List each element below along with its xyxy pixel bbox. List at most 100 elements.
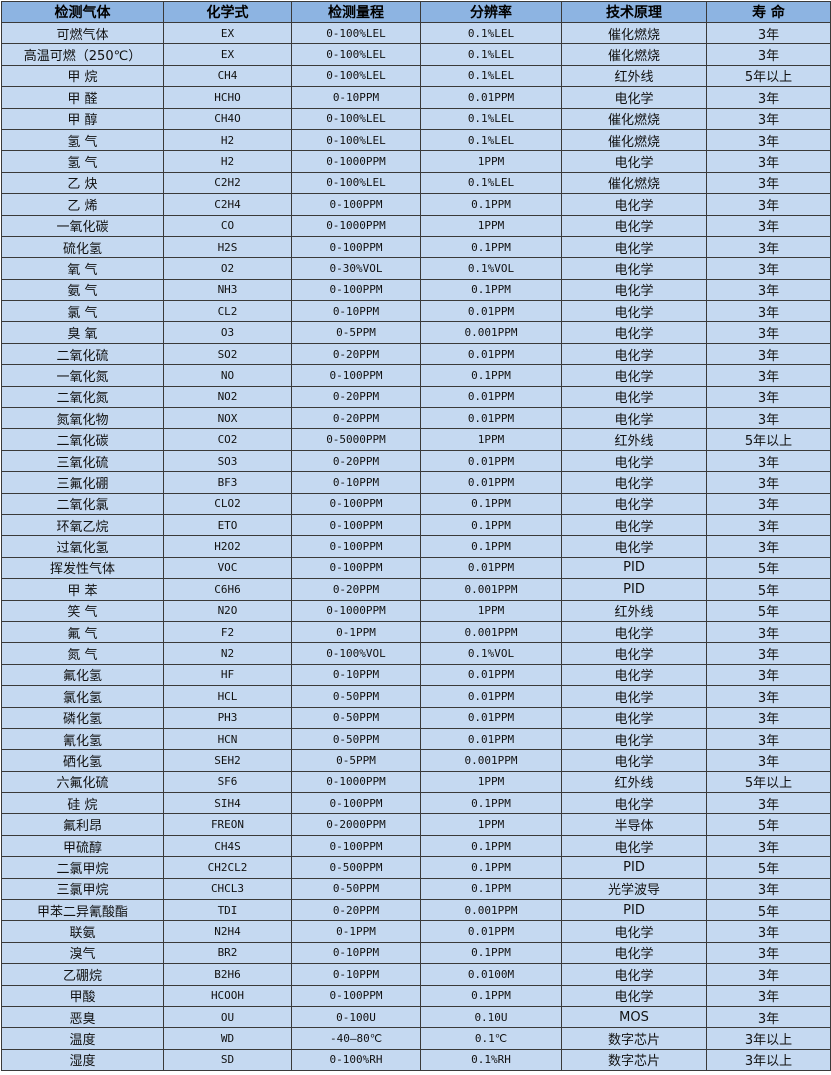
gas-name-cell: 氯 气 [1, 300, 164, 323]
resolution-cell: 0.01PPM [420, 342, 562, 366]
formula-cell: NO2 [163, 385, 292, 409]
formula-cell: CHCL3 [163, 877, 292, 901]
formula-cell: SIH4 [163, 792, 292, 815]
table-row: 氢 气 H2 0-100%LEL 0.1%LEL 催化燃烧 3年 [1, 128, 831, 152]
gas-name-cell: 氯化氢 [1, 685, 164, 708]
formula-cell: SO2 [163, 342, 292, 366]
table-row: 环氧乙烷 ETO 0-100PPM 0.1PPM 电化学 3年 [1, 513, 831, 537]
formula-cell: H2 [163, 150, 292, 173]
resolution-cell: 0.1PPM [420, 278, 562, 302]
gas-name-cell: 恶臭 [1, 1005, 164, 1029]
table-row: 过氧化氢 H2O2 0-100PPM 0.1PPM 电化学 3年 [1, 535, 831, 558]
table-row: 甲 烷 CH4 0-100%LEL 0.1%LEL 红外线 5年以上 [1, 64, 831, 88]
formula-cell: SO3 [163, 449, 292, 473]
table-row: 高温可燃（250℃） EX 0-100%LEL 0.1%LEL 催化燃烧 3年 [1, 43, 831, 66]
lifespan-cell: 3年 [706, 235, 831, 259]
table-row: 甲 苯 C6H6 0-20PPM 0.001PPM PID 5年 [1, 578, 831, 601]
principle-cell: 电化学 [561, 706, 707, 729]
gas-name-cell: 硫化氢 [1, 235, 164, 259]
gas-name-cell: 氰化氢 [1, 727, 164, 751]
range-cell: 0-100PPM [291, 984, 421, 1007]
range-cell: 0-50PPM [291, 685, 421, 708]
resolution-cell: 1PPM [420, 599, 562, 622]
formula-cell: CH2CL2 [163, 856, 292, 879]
principle-cell: 电化学 [561, 513, 707, 537]
resolution-cell: 0.1PPM [420, 941, 562, 965]
principle-cell: 电化学 [561, 492, 707, 515]
principle-cell: 电化学 [561, 963, 707, 986]
formula-cell: CH4O [163, 107, 292, 130]
lifespan-cell: 5年 [706, 813, 831, 836]
resolution-cell: 0.1%LEL [420, 107, 562, 130]
principle-cell: 光学波导 [561, 877, 707, 901]
range-cell: 0-5PPM [291, 321, 421, 344]
table-row: 可燃气体 EX 0-100%LEL 0.1%LEL 催化燃烧 3年 [1, 21, 831, 45]
lifespan-cell: 3年 [706, 749, 831, 772]
lifespan-cell: 3年 [706, 706, 831, 729]
formula-cell: HCHO [163, 86, 292, 109]
table-row: 挥发性气体 VOC 0-100PPM 0.01PPM PID 5年 [1, 556, 831, 580]
formula-cell: H2O2 [163, 535, 292, 558]
table-row: 温度 WD -40—80℃ 0.1℃ 数字芯片 3年以上 [1, 1027, 831, 1050]
principle-cell: 红外线 [561, 599, 707, 622]
principle-cell: PID [561, 578, 707, 601]
lifespan-cell: 3年 [706, 642, 831, 665]
gas-name-cell: 二氧化氯 [1, 492, 164, 515]
range-cell: 0-1000PPM [291, 599, 421, 622]
range-cell: 0-2000PPM [291, 813, 421, 836]
gas-name-cell: 可燃气体 [1, 21, 164, 45]
table-row: 硫化氢 H2S 0-100PPM 0.1PPM 电化学 3年 [1, 235, 831, 259]
range-cell: 0-10PPM [291, 963, 421, 986]
principle-cell: 数字芯片 [561, 1048, 707, 1072]
gas-name-cell: 乙 炔 [1, 171, 164, 195]
range-cell: 0-20PPM [291, 899, 421, 922]
lifespan-cell: 5年以上 [706, 64, 831, 88]
table-row: 硅 烷 SIH4 0-100PPM 0.1PPM 电化学 3年 [1, 792, 831, 815]
principle-cell: 电化学 [561, 663, 707, 687]
table-row: 二氯甲烷 CH2CL2 0-500PPM 0.1PPM PID 5年 [1, 856, 831, 879]
resolution-cell: 1PPM [420, 428, 562, 451]
gas-name-cell: 三氯甲烷 [1, 877, 164, 901]
range-cell: 0-100PPM [291, 492, 421, 515]
formula-cell: EX [163, 21, 292, 45]
gas-name-cell: 三氟化硼 [1, 471, 164, 494]
principle-cell: 电化学 [561, 86, 707, 109]
table-row: 氟利昂 FREON 0-2000PPM 1PPM 半导体 5年 [1, 813, 831, 836]
range-cell: 0-100%LEL [291, 128, 421, 152]
table-row: 笑 气 N2O 0-1000PPM 1PPM 红外线 5年 [1, 599, 831, 622]
range-cell: 0-5000PPM [291, 428, 421, 451]
principle-cell: 催化燃烧 [561, 171, 707, 195]
lifespan-cell: 5年 [706, 899, 831, 922]
gas-name-cell: 氧 气 [1, 257, 164, 280]
range-cell: 0-1000PPM [291, 770, 421, 794]
formula-cell: O2 [163, 257, 292, 280]
principle-cell: 电化学 [561, 792, 707, 815]
range-cell: 0-100%LEL [291, 107, 421, 130]
lifespan-cell: 3年 [706, 492, 831, 515]
formula-cell: H2S [163, 235, 292, 259]
gas-name-cell: 温度 [1, 1027, 164, 1050]
principle-cell: PID [561, 856, 707, 879]
resolution-cell: 0.1PPM [420, 856, 562, 879]
header-range: 检测量程 [291, 1, 421, 23]
gas-name-cell: 环氧乙烷 [1, 513, 164, 537]
resolution-cell: 0.1PPM [420, 535, 562, 558]
lifespan-cell: 3年 [706, 171, 831, 195]
gas-name-cell: 磷化氢 [1, 706, 164, 729]
resolution-cell: 0.1PPM [420, 984, 562, 1007]
resolution-cell: 0.1PPM [420, 513, 562, 537]
resolution-cell: 0.001PPM [420, 899, 562, 922]
principle-cell: 电化学 [561, 150, 707, 173]
resolution-cell: 0.10U [420, 1005, 562, 1029]
principle-cell: 电化学 [561, 407, 707, 430]
resolution-cell: 1PPM [420, 150, 562, 173]
gas-name-cell: 乙 烯 [1, 193, 164, 216]
formula-cell: N2 [163, 642, 292, 665]
range-cell: 0-1PPM [291, 620, 421, 644]
principle-cell: 电化学 [561, 321, 707, 344]
range-cell: 0-1PPM [291, 920, 421, 943]
gas-name-cell: 氨 气 [1, 278, 164, 302]
table-header-row: 检测气体 化学式 检测量程 分辨率 技术原理 寿 命 [1, 1, 831, 23]
principle-cell: MOS [561, 1005, 707, 1029]
